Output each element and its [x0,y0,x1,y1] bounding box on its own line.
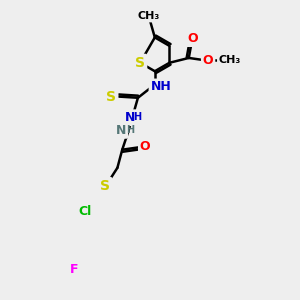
Text: Cl: Cl [78,206,92,218]
Text: O: O [203,54,213,67]
Text: S: S [135,56,145,70]
Text: O: O [140,140,151,153]
Text: O: O [187,32,198,45]
Text: N: N [116,124,126,137]
Text: S: S [106,90,116,104]
Text: H: H [127,125,135,135]
Text: NH: NH [151,80,171,93]
Text: F: F [70,263,78,276]
Text: S: S [100,179,110,193]
Text: H: H [133,112,141,122]
Text: CH₃: CH₃ [219,56,241,65]
Text: CH₃: CH₃ [138,11,160,21]
Text: N: N [125,111,135,124]
